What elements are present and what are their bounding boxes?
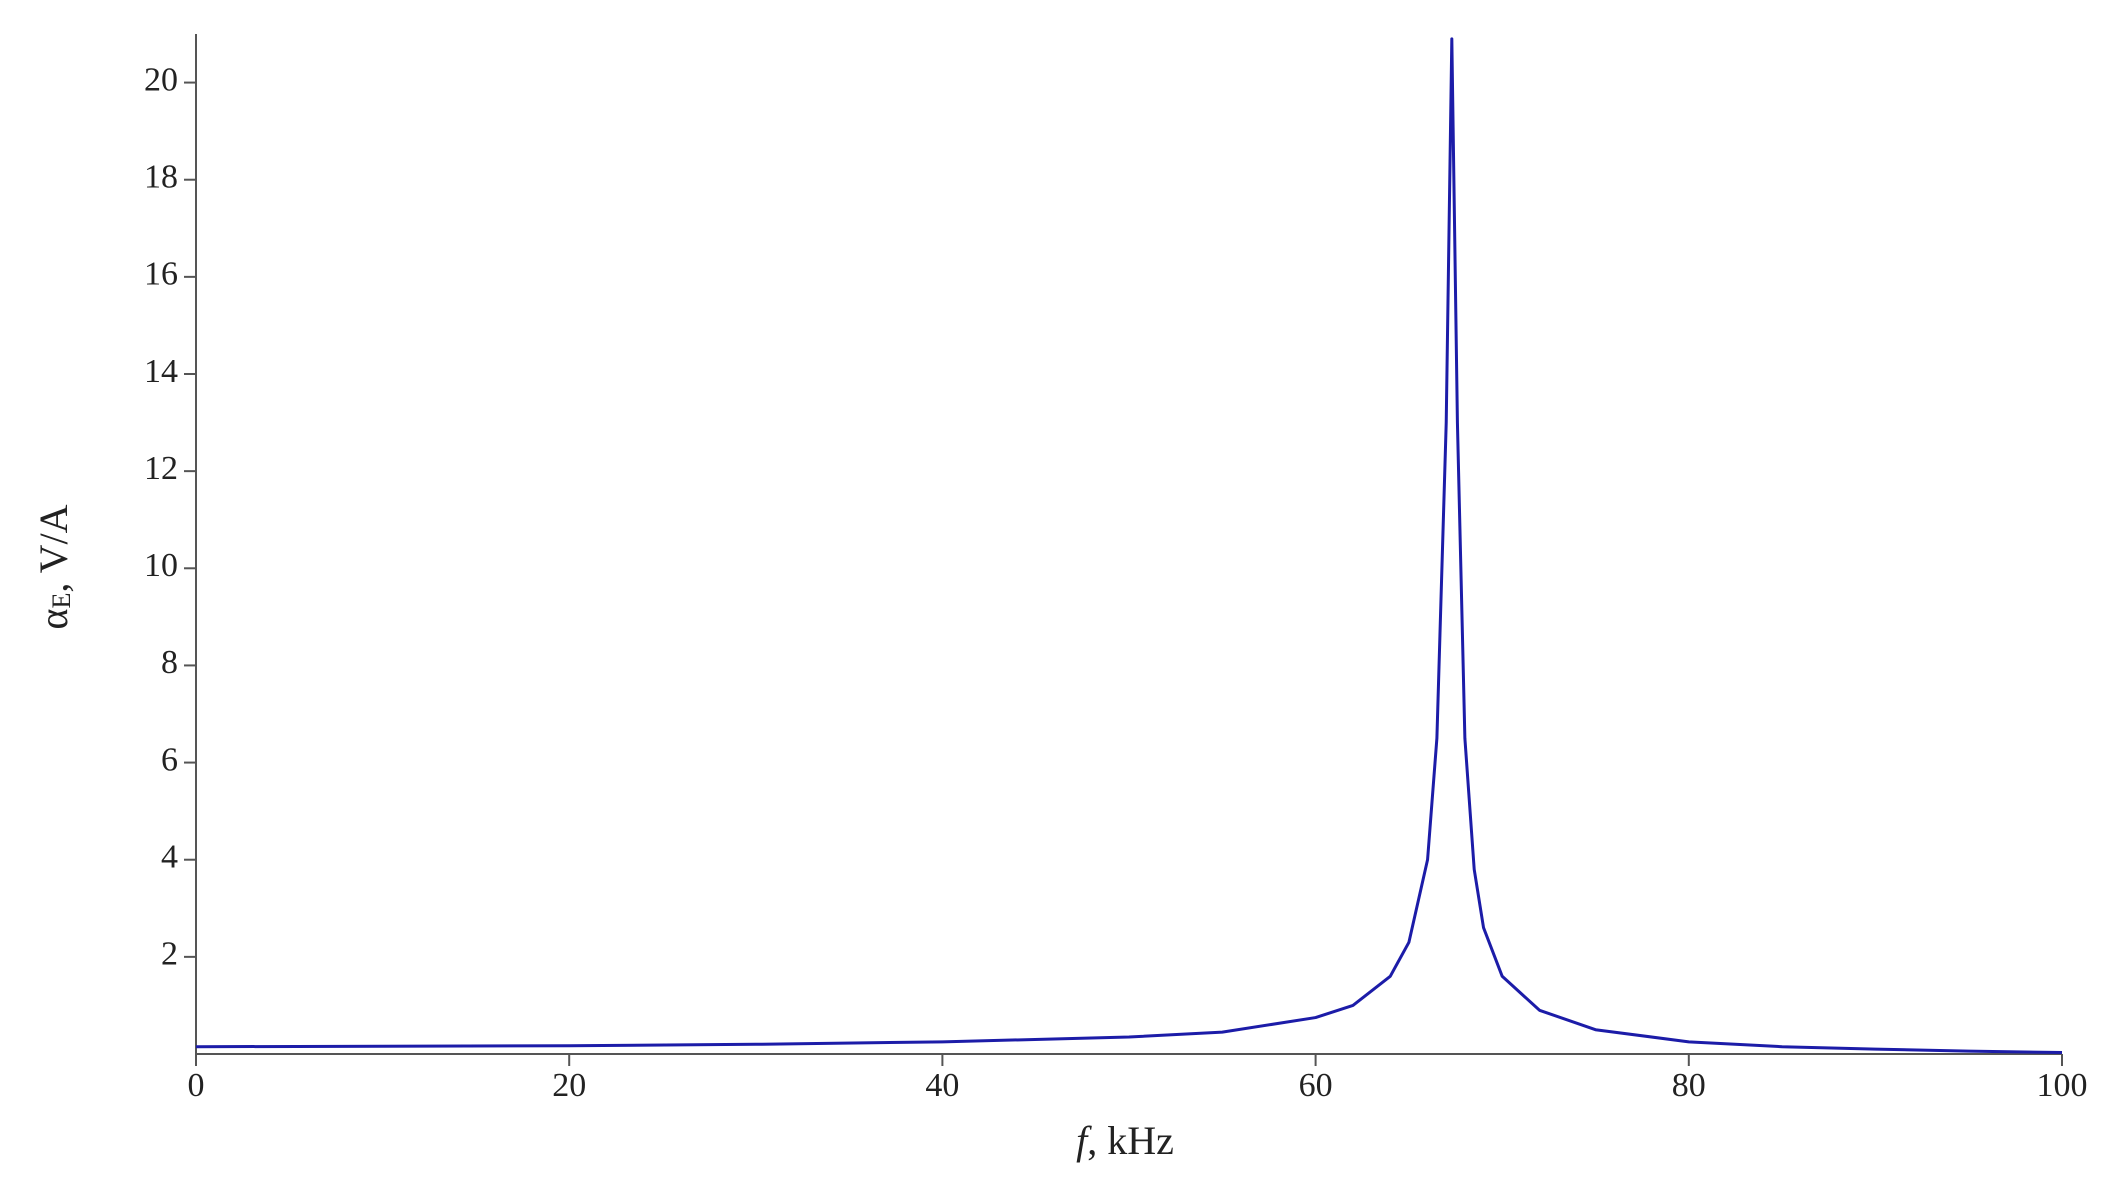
y-tick-label: 8	[161, 644, 178, 681]
x-tick-label: 100	[2037, 1067, 2088, 1104]
data-line	[195, 37, 2063, 1055]
y-tick-label: 6	[161, 741, 178, 778]
y-tick-label: 16	[144, 256, 178, 293]
x-tick-label: 60	[1299, 1067, 1333, 1104]
x-tick-label: 0	[188, 1067, 205, 1104]
x-tick-label: 80	[1672, 1067, 1706, 1104]
y-axis-label: αE, V/A	[31, 504, 76, 629]
y-tick-label: 12	[144, 450, 178, 487]
y-label-subscript: E	[47, 593, 76, 609]
x-tick-label: 40	[925, 1067, 959, 1104]
x-axis-label: f, kHz	[1076, 1118, 1174, 1163]
y-label-symbol: α	[31, 609, 76, 630]
x-label-unit: , kHz	[1087, 1118, 1174, 1163]
x-tick-label: 20	[552, 1067, 586, 1104]
y-tick-label: 20	[144, 61, 178, 98]
y-tick-label: 18	[144, 159, 178, 196]
y-tick-label: 10	[144, 547, 178, 584]
y-tick-label: 2	[161, 936, 178, 973]
y-label-unit: , V/A	[31, 504, 76, 592]
y-tick-label: 4	[161, 839, 178, 876]
y-tick-label: 14	[144, 353, 178, 390]
